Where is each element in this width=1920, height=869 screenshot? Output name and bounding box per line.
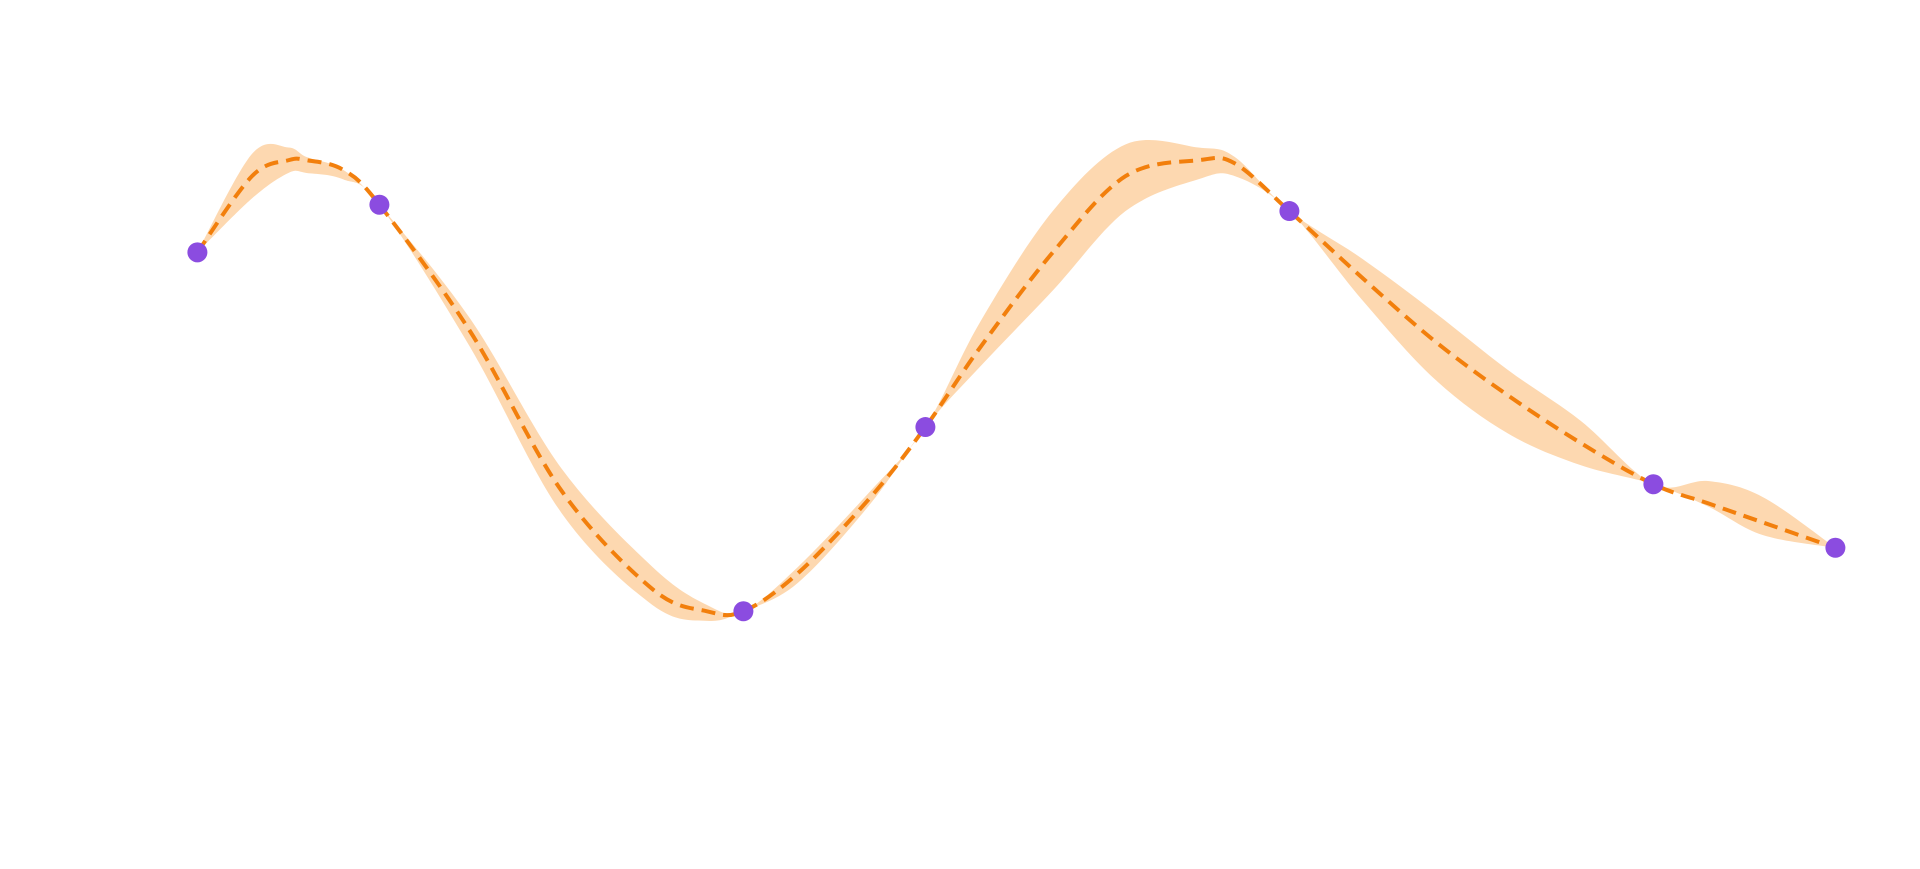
- observation-point: [369, 194, 390, 215]
- observation-points-layer: [187, 194, 1846, 622]
- observation-point: [915, 417, 936, 438]
- observation-point: [1279, 201, 1300, 222]
- observation-point: [1825, 537, 1846, 558]
- observation-point: [733, 601, 754, 622]
- confidence-band: [197, 139, 1836, 621]
- confidence-band-layer: [197, 139, 1836, 621]
- mean-line: [195, 155, 1837, 618]
- observation-point: [1643, 474, 1664, 495]
- observation-point: [187, 242, 208, 263]
- mean-line-layer: [195, 155, 1837, 618]
